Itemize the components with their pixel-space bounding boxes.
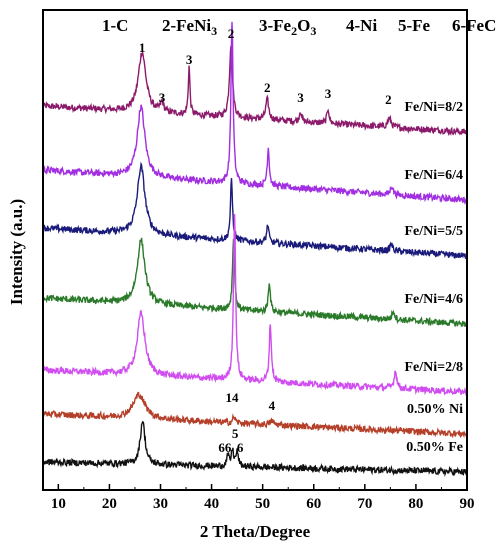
series-line-5 — [42, 391, 468, 439]
series-label-1: Fe/Ni=6/4 — [404, 168, 463, 183]
peak-label-1: 3 — [159, 90, 166, 105]
peak-label-7: 2 — [385, 92, 392, 107]
peak-label-9: 4 — [269, 398, 276, 413]
phase-legend-4: 4-Ni — [346, 16, 377, 35]
series-line-0 — [42, 45, 468, 137]
series-label-0: Fe/Ni=8/2 — [404, 100, 463, 115]
phase-legend-2: 2-FeNi3 — [162, 16, 217, 38]
series-layer — [42, 21, 468, 477]
phase-legend-6: 6-FeC3 — [452, 16, 496, 38]
peak-label-3: 2 — [228, 26, 235, 41]
peak-label-2: 3 — [186, 52, 193, 67]
series-line-2 — [42, 161, 468, 259]
label-layer: Fe/Ni=8/2 Fe/Ni=6/4 Fe/Ni=5/5 Fe/Ni=4/6 Fe/N… — [139, 26, 463, 455]
y-axis-label: Intensity (a.u.) — [7, 199, 26, 305]
peak-label-10: 5 — [232, 426, 239, 441]
x-tick-label-8: 90 — [460, 496, 475, 512]
x-tick-label-3: 40 — [204, 496, 219, 512]
series-line-6 — [42, 421, 468, 477]
x-tick-label-6: 70 — [357, 496, 372, 512]
x-tick-label-0: 10 — [51, 496, 66, 512]
x-tick-label-4: 50 — [255, 496, 270, 512]
phase-legend-5: 5-Fe — [398, 16, 431, 35]
series-label-4: Fe/Ni=2/8 — [404, 360, 463, 375]
x-tick-label-1: 20 — [102, 496, 117, 512]
series-label-2: Fe/Ni=5/5 — [404, 224, 463, 239]
peak-label-11: 66 — [218, 440, 232, 455]
series-line-3 — [42, 237, 468, 327]
x-axis-ticks: 10 20 30 40 50 60 70 80 90 — [51, 484, 475, 512]
series-line-4 — [42, 213, 468, 397]
x-axis-label: 2 Theta/Degree — [200, 522, 311, 541]
phase-legend-3: 3-Fe2O3 — [259, 16, 316, 38]
peak-label-6: 3 — [325, 86, 332, 101]
peak-label-0: 1 — [139, 40, 146, 55]
phase-legend-1: 1-C — [102, 16, 128, 35]
peak-label-4: 2 — [264, 80, 271, 95]
peak-label-12: 6 — [237, 440, 244, 455]
series-label-6: 0.50% Fe — [406, 440, 463, 455]
x-tick-label-5: 60 — [306, 496, 321, 512]
series-line-1 — [42, 21, 468, 205]
peak-label-8: 14 — [226, 390, 240, 405]
x-tick-label-7: 80 — [408, 496, 423, 512]
plot-frame — [42, 9, 468, 491]
series-label-5: 0.50% Ni — [407, 402, 463, 417]
x-tick-label-2: 30 — [153, 496, 168, 512]
peak-label-5: 3 — [297, 90, 304, 105]
series-label-3: Fe/Ni=4/6 — [404, 292, 463, 307]
phase-legend: 1-C 2-FeNi3 3-Fe2O3 4-Ni 5-Fe 6-FeC3 — [102, 16, 496, 38]
